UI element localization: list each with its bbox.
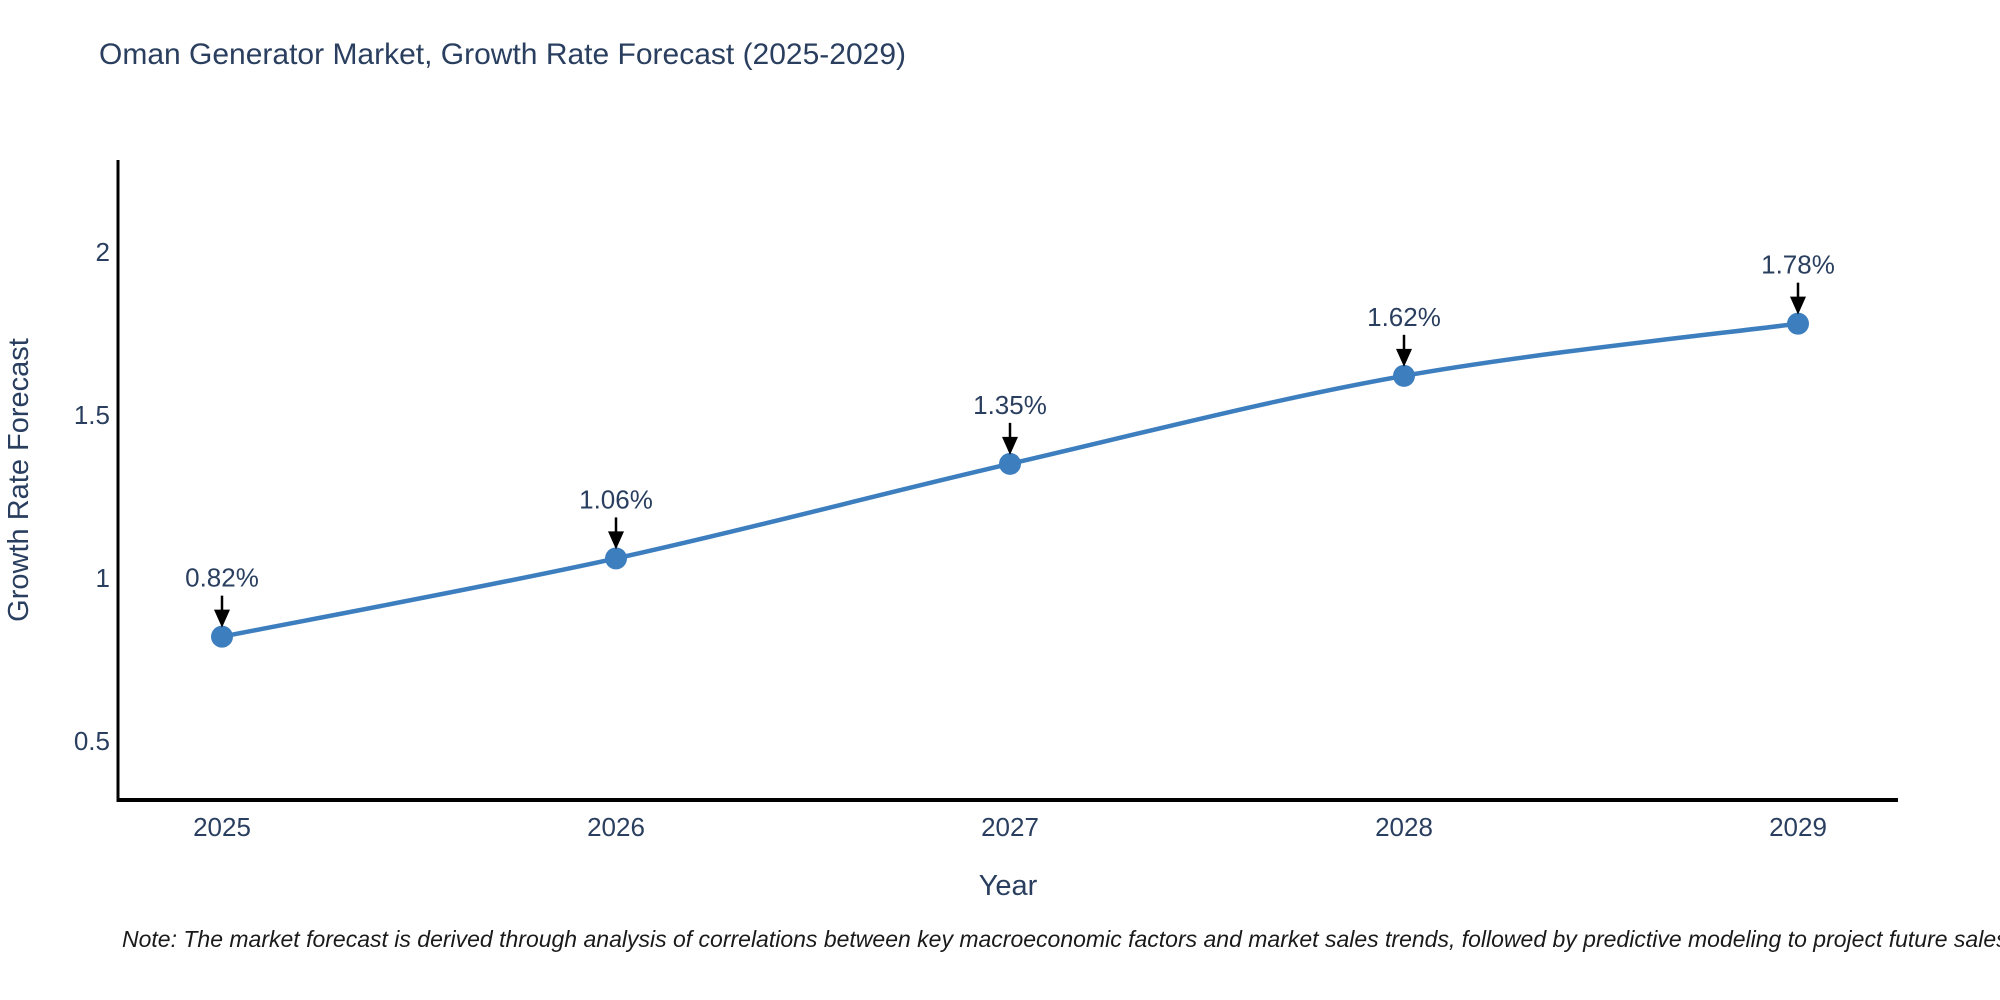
footnote: Note: The market forecast is derived thr… [122,926,2000,952]
y-tick-label: 1 [96,563,110,593]
annotation-arrowhead [1002,436,1018,455]
x-tick-label: 2027 [981,812,1039,842]
chart-title: Oman Generator Market, Growth Rate Forec… [99,38,907,71]
data-point-marker[interactable] [605,547,627,570]
data-point-marker[interactable] [999,452,1021,475]
annotation-arrowhead [1790,296,1806,315]
x-axis-title: Year [979,870,1038,902]
annotation-arrowhead [214,609,230,628]
series-line [219,321,1801,639]
x-tick-label: 2028 [1375,812,1433,842]
annotation-arrowhead [608,531,624,550]
y-tick-label: 0.5 [74,726,110,756]
annotation-arrowhead [1396,348,1412,367]
data-point-label: 1.35% [973,390,1047,420]
data-point-label: 0.82% [185,563,259,593]
data-point-label: 1.62% [1367,302,1441,332]
data-point-marker[interactable] [1393,364,1415,387]
y-axis-title: Growth Rate Forecast [3,338,35,622]
x-tick-label: 2026 [587,812,645,842]
y-tick-label: 2 [96,237,110,267]
x-tick-label: 2025 [193,812,251,842]
data-point-label: 1.78% [1761,250,1835,280]
y-tick-label: 1.5 [74,400,110,430]
x-tick-label: 2029 [1769,812,1827,842]
data-point-marker[interactable] [1787,312,1809,335]
data-point-marker[interactable] [211,625,233,648]
data-point-label: 1.06% [579,484,653,514]
